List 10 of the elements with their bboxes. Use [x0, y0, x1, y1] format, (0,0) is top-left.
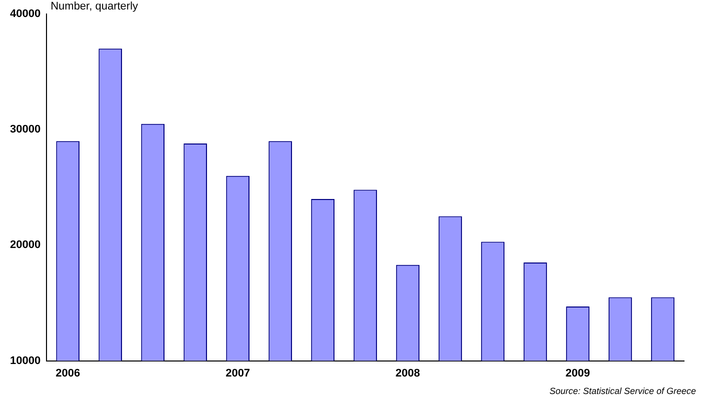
- y-tick-label: 10000: [10, 354, 41, 367]
- x-tick-label: 2009: [566, 367, 590, 380]
- x-tick-label: 2008: [396, 367, 420, 380]
- x-tick-label: 2006: [56, 367, 80, 380]
- y-tick-label: 40000: [10, 8, 41, 20]
- y-tick-label: 20000: [10, 239, 41, 252]
- source-note: Source: Statistical Service of Greece: [549, 386, 696, 396]
- y-tick-label: 30000: [10, 124, 41, 136]
- x-tick-label: 2007: [226, 367, 250, 380]
- y-axis-title: Number, quarterly: [50, 0, 139, 13]
